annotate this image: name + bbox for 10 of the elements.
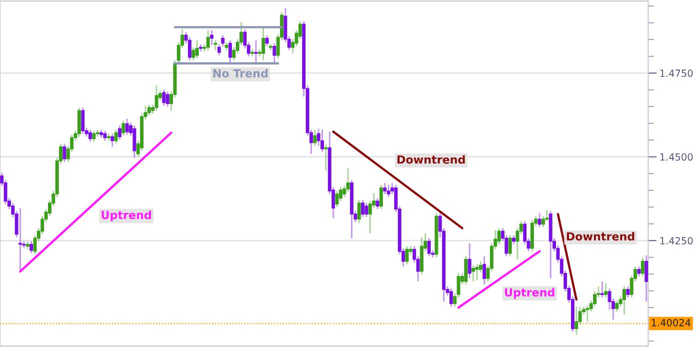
y-tick-label: 1.4500 [660,153,693,161]
series-label: Uptrend [102,210,151,222]
y-tick-label: 1.4750 [660,70,693,77]
series-label: Downtrend [398,155,465,164]
series-label: No Trend [213,68,268,78]
series-label: Downtrend [566,232,634,241]
y-tick-label: 1.4250 [660,237,693,244]
series-label: Uptrend [505,288,554,299]
ref-line-label: 1.40024 [652,318,690,326]
candlestick [22,240,26,249]
